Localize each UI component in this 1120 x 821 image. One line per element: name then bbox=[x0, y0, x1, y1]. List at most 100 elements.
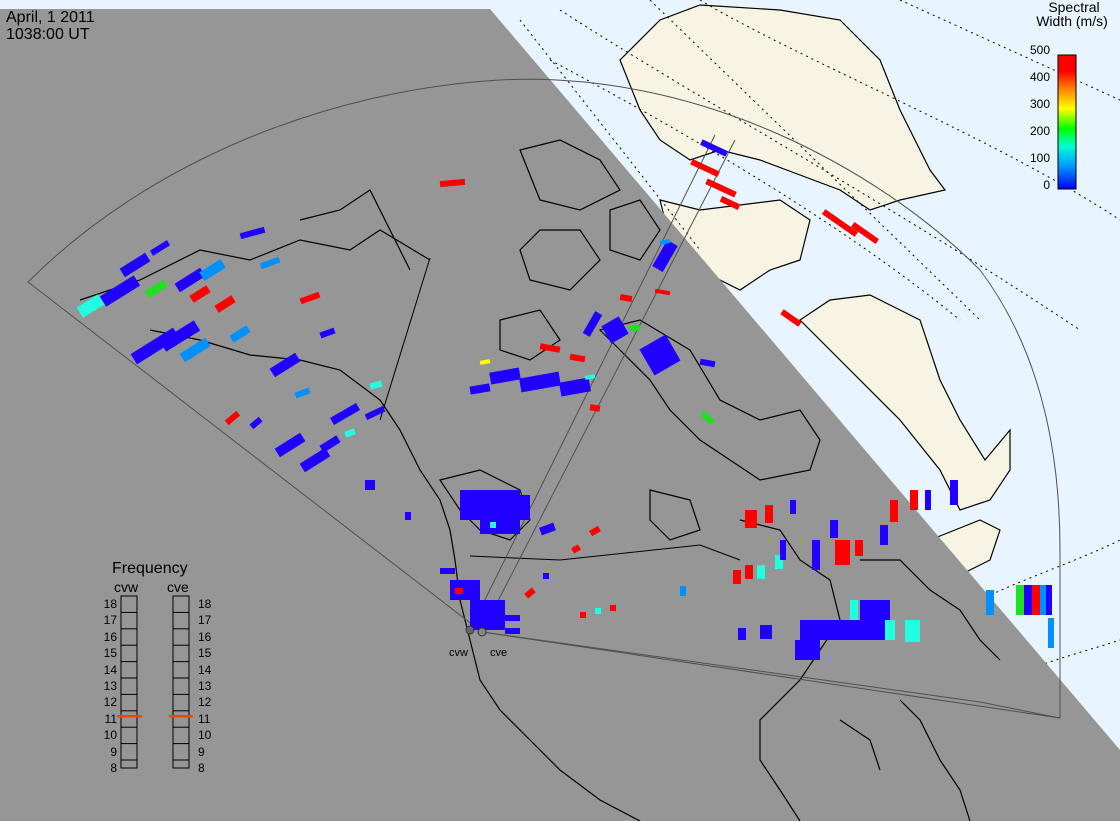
scatter-cell bbox=[582, 311, 603, 337]
scatter-cell bbox=[1024, 585, 1032, 615]
scatter-cell bbox=[757, 565, 765, 579]
scatter-cell bbox=[699, 410, 716, 426]
colorbar-tick: 100 bbox=[1029, 151, 1050, 165]
scatter-cell bbox=[505, 628, 520, 634]
date-label: April, 1 2011 bbox=[6, 9, 95, 26]
labrador-land bbox=[799, 294, 1011, 511]
scatter-cell bbox=[760, 625, 772, 639]
frequency-tick-label: 10 bbox=[103, 728, 117, 743]
scatter-cell bbox=[639, 334, 681, 376]
scatter-cell bbox=[479, 359, 491, 365]
scatter-cell bbox=[490, 522, 496, 528]
scatter-cell bbox=[480, 520, 520, 534]
frequency-tick-label: 15 bbox=[103, 646, 117, 661]
frequency-tick-label: 12 bbox=[198, 695, 212, 710]
frequency-tick-label: 18 bbox=[103, 597, 117, 611]
frequency-tick-label: 12 bbox=[103, 695, 117, 710]
scatter-cell bbox=[130, 327, 180, 365]
scatter-cell bbox=[699, 358, 716, 368]
scatter-cell bbox=[369, 380, 383, 390]
scatter-cell bbox=[259, 256, 281, 270]
scatter-cell bbox=[469, 383, 491, 395]
frequency-radar-cvw: cvw bbox=[114, 579, 139, 595]
scatter-cell bbox=[812, 540, 820, 570]
scatter-cell bbox=[524, 587, 536, 599]
scatter-cell bbox=[489, 367, 521, 385]
frequency-tick-label: 8 bbox=[198, 761, 205, 775]
scatter-cell bbox=[925, 490, 931, 510]
scatter-cell bbox=[890, 500, 898, 522]
scatter-cell bbox=[619, 294, 633, 302]
scatter-cell bbox=[274, 432, 306, 458]
scatter-cell bbox=[364, 406, 386, 420]
colorbar-tick: 500 bbox=[1029, 43, 1050, 57]
scatter-cell bbox=[224, 410, 241, 426]
frequency-tick-label: 16 bbox=[103, 629, 117, 644]
scatter-cell bbox=[294, 387, 311, 399]
scatter-cell bbox=[986, 590, 994, 615]
scatter-cell bbox=[319, 435, 341, 453]
scatter-cell bbox=[580, 612, 586, 618]
scatter-cell bbox=[439, 178, 466, 188]
frequency-tick-label: 9 bbox=[110, 744, 117, 759]
frequency-tick-label: 11 bbox=[198, 711, 211, 726]
frequency-tick-label: 14 bbox=[198, 662, 212, 677]
latitude-grid bbox=[519, 0, 1120, 681]
colorbar-tick: 400 bbox=[1029, 70, 1050, 84]
scatter-cell bbox=[652, 240, 678, 272]
frequency-tick-label: 14 bbox=[103, 662, 117, 677]
scatter-cells bbox=[76, 139, 1054, 660]
scatter-cell bbox=[470, 600, 505, 630]
scatter-cell bbox=[595, 608, 601, 614]
scatter-cell bbox=[800, 620, 860, 640]
radar-label-cvw: cvw bbox=[449, 647, 468, 659]
scatter-cell bbox=[719, 196, 741, 210]
scatter-cell bbox=[910, 490, 918, 510]
scatter-cell bbox=[569, 353, 586, 363]
frequency-radar-cve: cve bbox=[167, 579, 189, 595]
frequency-tick-label: 9 bbox=[198, 744, 205, 759]
scatter-cell bbox=[584, 374, 596, 380]
scatter-cell bbox=[405, 512, 411, 520]
scatter-cell bbox=[330, 403, 360, 425]
frequency-tick-label: 18 bbox=[198, 597, 212, 611]
scatter-cell bbox=[659, 239, 671, 245]
scatter-cell bbox=[775, 555, 783, 569]
coastlines bbox=[79, 139, 1001, 821]
scatter-cell bbox=[299, 447, 331, 473]
scatter-cell bbox=[159, 320, 201, 352]
frequency-tick-label: 16 bbox=[198, 629, 212, 644]
scatter-cell bbox=[1040, 585, 1048, 615]
scatter-cell bbox=[780, 309, 802, 327]
scatter-cell bbox=[1048, 618, 1054, 648]
scatter-cell bbox=[690, 158, 720, 178]
scatter-cell bbox=[344, 428, 356, 438]
scatter-cell bbox=[629, 324, 641, 332]
greenland-land bbox=[619, 4, 947, 211]
frequency-tick-label: 17 bbox=[103, 613, 117, 628]
scatter-cell bbox=[229, 325, 251, 343]
scatter-cell bbox=[880, 525, 888, 545]
scatter-cell bbox=[559, 377, 591, 397]
scatter-cell bbox=[440, 568, 455, 574]
scatter-cell bbox=[505, 615, 520, 621]
scatter-cell bbox=[589, 525, 601, 537]
scatter-cell bbox=[680, 586, 686, 596]
colorbar-tick: 300 bbox=[1029, 97, 1050, 111]
scatter-cell bbox=[790, 500, 796, 514]
scatter-cell bbox=[571, 544, 581, 554]
scatter-cell bbox=[299, 291, 321, 305]
scatter-cell bbox=[1016, 585, 1024, 615]
scatter-cell bbox=[950, 480, 958, 505]
scatter-cell bbox=[543, 573, 549, 579]
scatter-cell bbox=[214, 295, 236, 313]
scatter-cell bbox=[733, 570, 741, 584]
scatter-cell bbox=[450, 580, 480, 600]
scatter-cell bbox=[539, 343, 561, 353]
scatter-cell bbox=[539, 522, 556, 536]
scatter-cell bbox=[738, 628, 746, 640]
scatter-cell bbox=[589, 404, 601, 412]
scatter-cell bbox=[765, 505, 773, 523]
fov-east-edge bbox=[481, 631, 1061, 719]
frequency-tick-label: 15 bbox=[198, 646, 212, 661]
